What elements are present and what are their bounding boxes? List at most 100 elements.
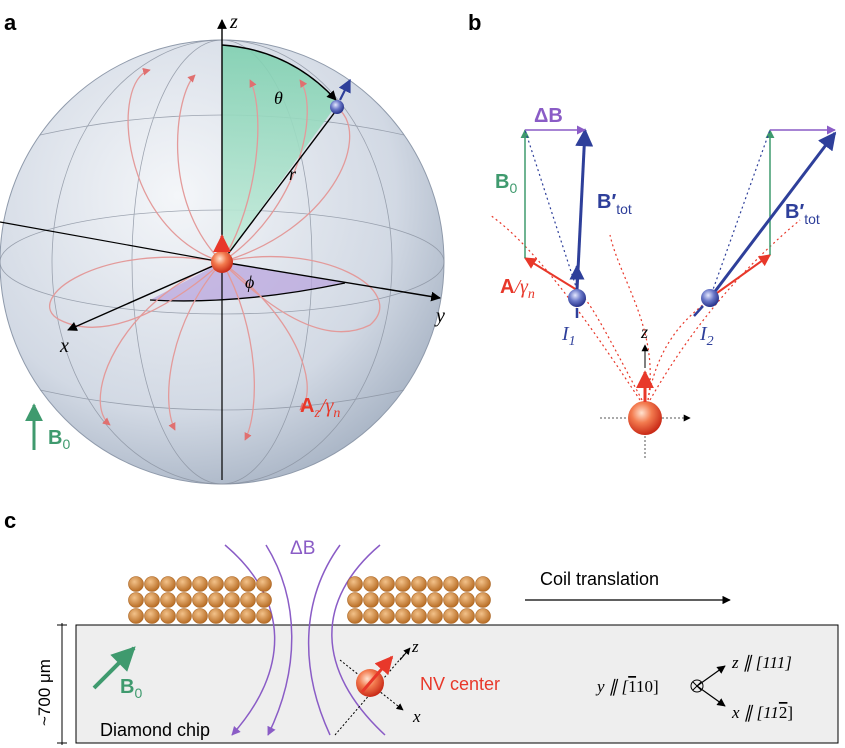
diamond-chip (75, 624, 839, 744)
dipole-field-lines (48, 67, 381, 441)
coil-wire (347, 608, 363, 624)
a-vector-i2 (709, 254, 771, 299)
phi-arc (149, 282, 346, 302)
nv-spin-arrow (360, 655, 394, 693)
coil-wire (208, 608, 224, 624)
b0-label-a: B0 (48, 427, 70, 452)
btot-vector-i1 (575, 128, 594, 291)
coil-wire (459, 608, 475, 624)
coil-wire (443, 576, 459, 592)
coil-wire (224, 576, 240, 592)
panel-label-c: c (4, 508, 16, 533)
i1-label: I1 (561, 323, 576, 349)
coil-wire (208, 576, 224, 592)
coil-wire (347, 576, 363, 592)
coil-wire (379, 592, 395, 608)
y-axis-back (0, 221, 223, 263)
panel-label-b: b (468, 10, 481, 35)
coil-wire (363, 576, 379, 592)
coil-wire (192, 592, 208, 608)
coil-right (347, 576, 491, 624)
nucleus-ball-b (628, 401, 662, 435)
depth-label: ~700 μm (35, 659, 54, 726)
diamond-chip-label: Diamond chip (100, 720, 210, 740)
theta-sector (222, 45, 338, 262)
coil-wire (363, 608, 379, 624)
coil-wire (379, 608, 395, 624)
phi-sector (150, 262, 345, 301)
b0-dotted-i1 (524, 129, 578, 291)
label-x-c: x (412, 707, 421, 726)
coil-translation-label: Coil translation (540, 569, 659, 589)
delta-b-label: ΔB (534, 105, 563, 127)
delta-b-label-c: ΔB (290, 538, 315, 559)
coil-wire (160, 592, 176, 608)
coil-wire (427, 576, 443, 592)
coil-wire (411, 608, 427, 624)
crystal-y-label: y ∥ [110] (595, 677, 659, 696)
crystal-z-label: z ∥ [111] (731, 653, 792, 672)
coil-wire (240, 592, 256, 608)
coil-wire (160, 608, 176, 624)
coil-wire (411, 576, 427, 592)
label-y: y (434, 305, 445, 327)
coil-wire (240, 576, 256, 592)
coil-wire (475, 608, 491, 624)
label-z-c: z (411, 637, 419, 656)
delta-b-field-lines (224, 544, 386, 736)
nv-center-label: NV center (420, 674, 500, 694)
spin-i2 (701, 289, 719, 307)
a-label-b: A/γn (500, 276, 535, 302)
a-vector-i1 (523, 257, 578, 291)
y-axis (221, 261, 441, 302)
coil-wire (395, 592, 411, 608)
coil-wire (160, 576, 176, 592)
coil-wire (363, 592, 379, 608)
coil-wire (128, 608, 144, 624)
coil-wire (192, 576, 208, 592)
coil-wire (144, 592, 160, 608)
spin-arrow (338, 78, 351, 101)
coil-wire (347, 592, 363, 608)
spin-i2-tail (693, 305, 704, 317)
btot-label-i1: B′tot (597, 191, 632, 217)
b0-label-b: B0 (495, 171, 517, 196)
coil-wire (475, 576, 491, 592)
coil-wire (256, 592, 272, 608)
panel-label-a: a (4, 10, 17, 35)
label-x: x (59, 335, 69, 357)
coil-wire (256, 608, 272, 624)
coil-wire (128, 576, 144, 592)
coil-wire (224, 592, 240, 608)
nucleus-ball (211, 251, 233, 273)
b0-arrow-c (92, 646, 136, 690)
spin-ball (330, 100, 344, 114)
coil-wire (240, 608, 256, 624)
panel-a: a (0, 10, 445, 485)
crystal-x-arrow (696, 685, 726, 707)
nv-z-arrow (399, 647, 411, 661)
label-theta: θ (274, 88, 283, 108)
coil-wire (475, 592, 491, 608)
theta-arc (221, 44, 337, 101)
coil-wire (379, 576, 395, 592)
label-z-b: z (640, 322, 648, 342)
coil-wire (128, 592, 144, 608)
coil-wire (176, 576, 192, 592)
y-axis-into-page (690, 679, 704, 693)
panel-c: c ΔB Coil translation ~700 μm B0 z (4, 508, 839, 745)
coil-wire (256, 576, 272, 592)
btot-label-i2: B′tot (785, 201, 820, 227)
coil-wire (224, 608, 240, 624)
az-label: Az/γn (300, 395, 340, 421)
coil-wire (144, 608, 160, 624)
i2-label: I2 (699, 323, 714, 349)
coil-wire (144, 576, 160, 592)
coil-wire (443, 608, 459, 624)
coil-wire (395, 576, 411, 592)
coil-wire (443, 592, 459, 608)
coil-wire (176, 608, 192, 624)
crystal-x-label: x ∥ [112] (731, 703, 793, 722)
